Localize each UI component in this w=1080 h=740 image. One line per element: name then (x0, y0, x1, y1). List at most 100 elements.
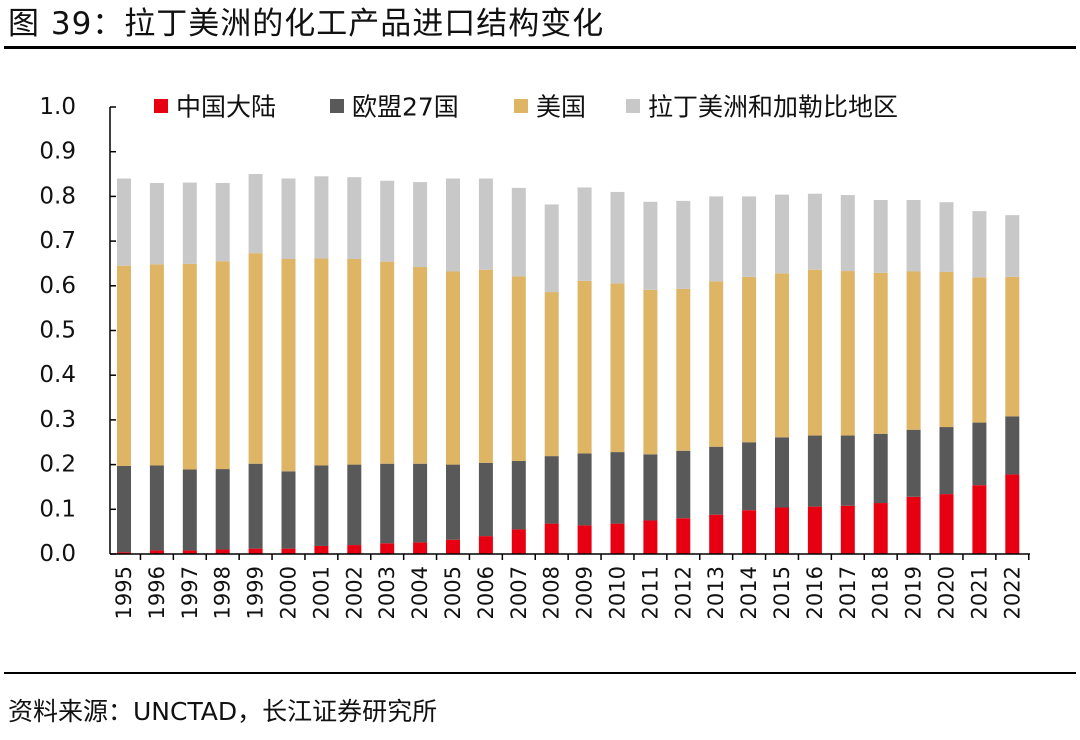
x-tick-label-2017: 2017 (836, 566, 860, 619)
bar-2022-series-0 (1005, 474, 1020, 554)
bar-2007-series-2 (511, 276, 526, 462)
bar-2005-series-0 (446, 539, 460, 554)
bar-2001-series-1 (314, 465, 329, 546)
y-tick-label: 0.0 (39, 541, 76, 567)
bar-2022-series-3 (1005, 215, 1020, 277)
bar-1995-series-0 (117, 552, 131, 554)
bar-2021-series-0 (972, 485, 987, 554)
bar-2002-series-1 (347, 464, 362, 546)
bar-1997-series-2 (182, 263, 197, 470)
x-tick-label-1999: 1999 (244, 566, 268, 619)
bar-2021-series-2 (972, 277, 987, 423)
bar-2009-series-1 (577, 453, 592, 526)
bar-2000-series-1 (281, 471, 296, 549)
bar-2015-series-0 (775, 507, 789, 554)
bar-2020-series-2 (939, 271, 954, 428)
bar-2005-series-1 (446, 464, 460, 540)
bar-2008-series-3 (544, 204, 559, 293)
x-tick-label-2022: 2022 (1000, 566, 1024, 619)
x-tick-label-2001: 2001 (309, 566, 333, 619)
bar-2002-series-0 (347, 545, 362, 554)
x-tick-label-2007: 2007 (507, 566, 531, 619)
bar-1997-series-1 (182, 469, 197, 551)
stacked-bar-chart: 0.0 0.1 0.2 0.3 0.4 0.5 0.6 0.7 0.8 0.9 1.0 1995 199… (39, 93, 1030, 619)
y-tick-label: 0.2 (39, 452, 76, 478)
bar-2000-series-0 (281, 548, 296, 554)
x-tick-label-2015: 2015 (770, 566, 794, 619)
bar-2002-series-3 (347, 177, 362, 259)
x-tick-label-2020: 2020 (935, 566, 959, 619)
bar-2007-series-1 (511, 461, 526, 530)
bar-1995-series-3 (117, 178, 131, 266)
bar-2003-series-1 (380, 463, 395, 544)
footer-divider (4, 672, 1076, 674)
x-tick-label-2021: 2021 (967, 566, 991, 619)
bar-2004-series-3 (413, 182, 428, 268)
bar-2010-series-1 (610, 452, 625, 524)
x-tick-label-2002: 2002 (342, 566, 366, 619)
bar-2008-series-2 (544, 292, 559, 457)
x-tick-label-1996: 1996 (145, 566, 169, 619)
x-tick-label-2018: 2018 (869, 566, 893, 619)
bar-2019-series-1 (906, 429, 921, 497)
bar-2011-series-0 (643, 520, 658, 554)
bar-2017-series-2 (840, 271, 855, 436)
bar-1995-series-1 (117, 465, 131, 553)
figure-title: 图 39：拉丁美洲的化工产品进口结构变化 (8, 6, 605, 42)
legend-swatch-1 (330, 99, 344, 113)
bar-2004-series-1 (413, 463, 428, 543)
bar-2008-series-1 (544, 456, 559, 524)
legend-label-1: 欧盟27国 (352, 93, 459, 122)
y-tick-label: 0.9 (39, 139, 76, 165)
bar-2015-series-3 (775, 194, 789, 274)
x-tick-label-2010: 2010 (606, 566, 630, 619)
y-tick-label: 0.4 (39, 362, 76, 388)
bar-1995-series-2 (117, 265, 131, 466)
bar-1999-series-0 (248, 548, 263, 554)
source-note: 资料来源：UNCTAD，长江证券研究所 (8, 697, 438, 726)
bar-2016-series-0 (807, 506, 822, 554)
legend: 中国大陆 欧盟27国 美国 拉丁美洲和加勒比地区 (154, 93, 898, 122)
y-tick-label: 0.6 (39, 273, 76, 299)
x-tick-label-1997: 1997 (178, 566, 202, 619)
bar-2011-series-2 (643, 289, 658, 455)
bar-2012-series-3 (676, 200, 691, 289)
x-tick-label-2009: 2009 (573, 566, 597, 619)
bar-2020-series-0 (939, 494, 954, 554)
bar-2001-series-0 (314, 545, 329, 554)
bar-2022-series-2 (1005, 276, 1020, 417)
bar-2011-series-3 (643, 201, 658, 290)
bar-2014-series-2 (742, 276, 757, 443)
bar-2018-series-1 (873, 433, 888, 504)
bar-2005-series-3 (446, 178, 460, 272)
bar-2019-series-0 (906, 496, 921, 554)
legend-swatch-2 (514, 99, 528, 113)
y-tick-label: 0.8 (39, 183, 76, 209)
bar-2005-series-2 (446, 271, 460, 465)
bar-1999-series-1 (248, 463, 263, 549)
legend-label-0: 中国大陆 (176, 93, 276, 122)
x-tick-label-2005: 2005 (441, 566, 465, 619)
bar-2013-series-0 (709, 514, 724, 554)
bar-2009-series-0 (577, 525, 592, 554)
bar-2018-series-3 (873, 199, 888, 273)
bar-2006-series-1 (478, 462, 493, 537)
bar-2012-series-0 (676, 518, 691, 554)
x-tick-label-2012: 2012 (671, 566, 695, 619)
legend-swatch-3 (626, 99, 640, 113)
bar-2010-series-2 (610, 283, 625, 453)
bar-2015-series-1 (775, 437, 789, 508)
bar-2019-series-2 (906, 271, 921, 430)
x-tick-label-2016: 2016 (803, 566, 827, 619)
bar-2016-series-1 (807, 435, 822, 507)
bar-2017-series-3 (840, 195, 855, 272)
bar-1999-series-2 (248, 253, 263, 464)
axes-layer: 0.0 0.1 0.2 0.3 0.4 0.5 0.6 0.7 0.8 0.9 1.0 1995 199… (39, 94, 1030, 619)
bar-2018-series-0 (873, 503, 888, 554)
bar-2018-series-2 (873, 272, 888, 434)
x-tick-label-2014: 2014 (737, 566, 761, 619)
bar-2016-series-2 (807, 269, 822, 436)
x-tick-label-2013: 2013 (704, 566, 728, 619)
bar-layer (117, 174, 1020, 554)
bar-2014-series-0 (742, 510, 757, 554)
